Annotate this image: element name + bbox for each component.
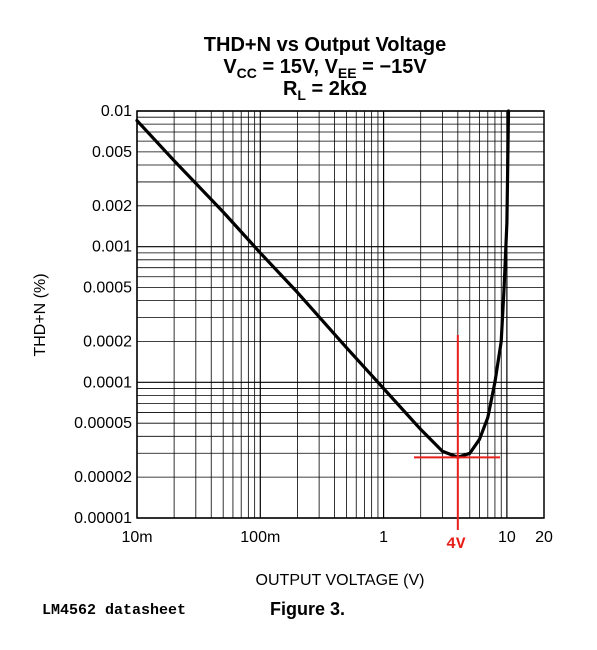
subtitle-rl-symbol: R [283, 78, 298, 100]
x-tick-label: 1 [379, 529, 388, 546]
source-label: LM4562 datasheet [42, 602, 186, 619]
chart-subtitle-load: RL = 2kΩ [283, 78, 367, 103]
y-tick-label: 0.005 [92, 144, 132, 161]
annotation-group: 4V [414, 335, 500, 553]
y-tick-label: 0.0002 [83, 333, 132, 350]
y-tick-label: 0.00005 [74, 415, 132, 432]
y-tick-label: 0.001 [92, 239, 132, 256]
figure-label: Figure 3. [270, 599, 345, 619]
series-group [135, 109, 511, 459]
subtitle-vee-subscript: EE [338, 65, 357, 81]
subtitle-vcc-subscript: CC [237, 65, 257, 81]
x-tick-label: 10m [121, 529, 152, 546]
subtitle-vcc-symbol: V [223, 56, 237, 78]
y-tick-label: 0.01 [101, 103, 132, 120]
subtitle-rl-value: = 2kΩ [306, 78, 367, 100]
y-axis-label: THD+N (%) [32, 273, 49, 356]
y-tick-label: 0.0005 [83, 280, 132, 297]
thdn-curve [135, 109, 511, 459]
y-tick-label: 0.00001 [74, 510, 132, 527]
plot-grid [136, 110, 545, 519]
plot-frame [136, 110, 545, 519]
subtitle-vee-symbol: = 15V, V [257, 56, 339, 78]
x-tick-label: 10 [498, 529, 516, 546]
axis-ticks: 0.01 0.005 0.002 0.001 0.0005 0.0002 0.0001 0.0… [74, 103, 553, 546]
y-tick-label: 0.0001 [83, 374, 132, 391]
y-tick-label: 0.00002 [74, 469, 132, 486]
subtitle-vee-value: = −15V [357, 56, 428, 78]
x-axis-label: OUTPUT VOLTAGE (V) [256, 572, 425, 589]
chart-title: THD+N vs Output Voltage [204, 34, 446, 56]
subtitle-rl-subscript: L [297, 87, 306, 103]
x-tick-label: 100m [240, 529, 280, 546]
y-tick-label: 0.002 [92, 198, 132, 215]
x-tick-label: 20 [535, 529, 553, 546]
chart-subtitle-supply: VCC = 15V, VEE = −15V [223, 56, 427, 81]
crosshair-label: 4V [446, 535, 466, 553]
